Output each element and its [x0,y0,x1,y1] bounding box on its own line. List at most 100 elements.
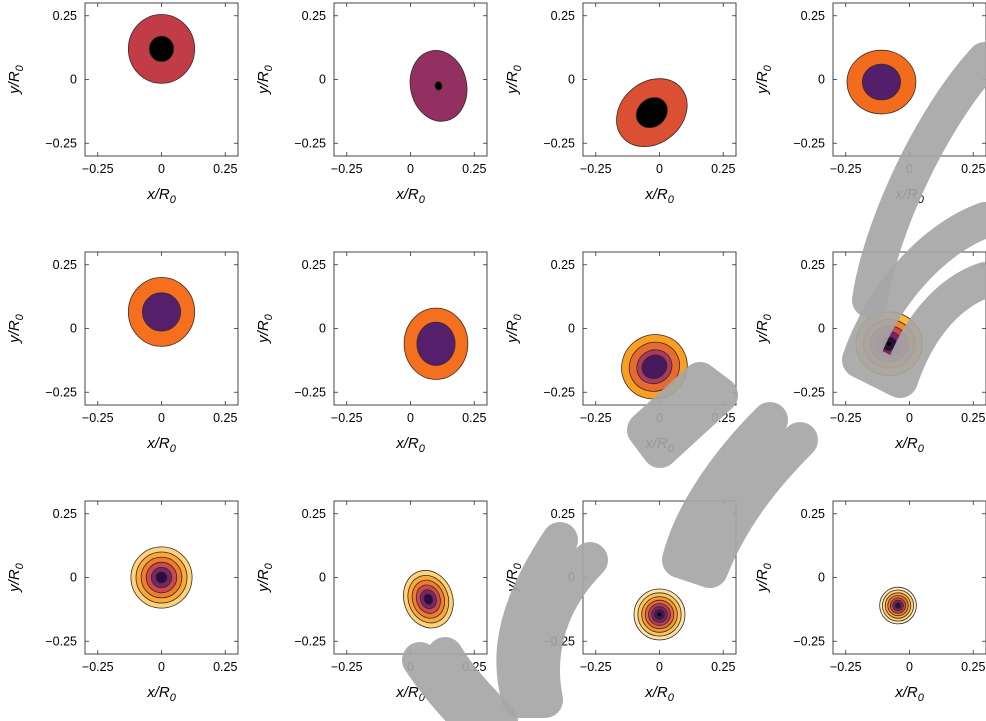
x-tick-label: 0.25 [961,411,985,425]
x-tick-label: 0 [906,162,913,176]
x-tick-label: 0 [407,411,414,425]
y-tick-label: −0.25 [294,385,326,399]
y-axis-label: y/R0 [754,64,774,95]
contour-level-6 [885,340,893,348]
y-tick-label: 0 [70,322,77,336]
contour-level-2 [635,97,668,129]
y-tick-label: −0.25 [543,136,575,150]
x-tick-label: 0.25 [462,411,486,425]
y-tick-label: 0.25 [53,507,77,521]
y-tick-label: −0.25 [793,634,825,648]
y-axis-label: y/R0 [6,313,26,344]
contour-level-2 [141,292,182,332]
panel-r3-c1: −0.25 0 0.25 0.25 0 −0.25 x/R0 y/R0 [6,500,239,704]
x-axis-label: x/R0 [146,684,177,704]
y-tick-label: 0.25 [801,258,825,272]
panel-r2-c3: −0.25 0 0.25 0.25 0 −0.25 x/R0 y/R0 [504,251,737,455]
panel-r3-c4: −0.25 0 0.25 0.25 0 −0.25 x/R0 y/R0 [754,500,986,704]
y-tick-label: 0.25 [302,9,326,23]
contour-level-2 [434,81,443,91]
y-tick-label: −0.25 [45,385,77,399]
contour-levels [855,311,923,377]
watermark-stroke-6 [402,637,518,721]
y-tick-label: 0 [568,571,575,585]
x-tick-label: 0.25 [711,162,735,176]
x-tick-label: −0.25 [331,411,363,425]
y-axis-label: y/R0 [504,64,524,95]
x-tick-label: 0 [656,411,663,425]
y-tick-label: 0.25 [801,9,825,23]
x-axis-label: x/R0 [644,186,675,206]
contour-level-6 [423,593,434,605]
x-axis-label: x/R0 [395,435,426,455]
y-tick-label: 0.25 [551,258,575,272]
y-tick-label: 0 [818,571,825,585]
x-axis-label: x/R0 [644,684,675,704]
contour-level-2 [416,321,456,366]
x-tick-label: −0.25 [580,411,612,425]
panels-layer: −0.25 0 0.25 0.25 0 −0.25 x/R0 y/R0 −0.25 0 0.25 0.… [6,2,986,704]
y-tick-label: 0 [818,73,825,87]
x-tick-label: 0.25 [213,660,237,674]
x-tick-label: 0 [407,660,414,674]
x-tick-label: 0.25 [213,411,237,425]
y-axis-label: y/R0 [504,313,524,344]
x-tick-label: −0.25 [82,411,114,425]
x-axis-label: x/R0 [894,684,925,704]
contour-level-6 [155,571,168,584]
x-tick-label: 0.25 [462,162,486,176]
y-axis-label: y/R0 [255,64,275,95]
x-tick-label: −0.25 [830,162,862,176]
x-tick-label: 0 [158,162,165,176]
x-axis-label: x/R0 [894,435,925,455]
y-tick-label: 0 [70,571,77,585]
y-tick-label: −0.25 [793,136,825,150]
panel-r1-c1: −0.25 0 0.25 0.25 0 −0.25 x/R0 y/R0 [6,2,239,206]
y-tick-label: 0.25 [53,258,77,272]
x-tick-label: −0.25 [82,162,114,176]
x-axis-label: x/R0 [395,684,426,704]
panel-r3-c3: −0.25 0 0.25 0.25 0 −0.25 x/R0 y/R0 [504,500,737,704]
x-tick-label: −0.25 [580,162,612,176]
panel-r1-c4: −0.25 0 0.25 0.25 0 −0.25 x/R0 y/R0 [754,2,986,206]
watermark-stroke-5 [496,522,608,718]
x-tick-label: 0 [906,411,913,425]
contour-levels [403,569,454,629]
x-tick-label: 0.25 [961,660,985,674]
panel-r1-c3: −0.25 0 0.25 0.25 0 −0.25 x/R0 y/R0 [504,2,737,206]
y-tick-label: 0 [319,571,326,585]
contour-level-8 [656,611,663,618]
x-tick-label: 0.25 [213,162,237,176]
y-tick-label: −0.25 [45,634,77,648]
x-tick-label: 0 [158,411,165,425]
y-tick-label: 0 [319,73,326,87]
x-tick-label: −0.25 [830,411,862,425]
y-tick-label: 0 [319,322,326,336]
y-tick-label: −0.25 [543,634,575,648]
x-tick-label: 0 [656,162,663,176]
x-tick-label: −0.25 [580,660,612,674]
x-tick-label: 0 [656,660,663,674]
contour-levels [127,277,196,347]
y-tick-label: 0.25 [551,507,575,521]
contour-levels [633,588,686,641]
plot-background [833,501,986,654]
y-tick-label: 0 [818,322,825,336]
panel-r2-c1: −0.25 0 0.25 0.25 0 −0.25 x/R0 y/R0 [6,251,239,455]
y-tick-label: −0.25 [793,385,825,399]
y-tick-label: 0.25 [801,507,825,521]
x-axis-label: x/R0 [146,435,177,455]
contour-level-2 [861,63,901,101]
y-tick-label: 0 [568,73,575,87]
x-tick-label: −0.25 [331,162,363,176]
y-tick-label: 0.25 [302,258,326,272]
contour-levels [130,546,193,609]
x-tick-label: −0.25 [82,660,114,674]
y-axis-label: y/R0 [504,562,524,593]
contour-levels [403,307,469,380]
panel-r3-c2: −0.25 0 0.25 0.25 0 −0.25 x/R0 y/R0 [255,500,488,704]
y-axis-label: y/R0 [255,313,275,344]
x-axis-label: x/R0 [644,435,675,455]
x-axis-label: x/R0 [395,186,426,206]
